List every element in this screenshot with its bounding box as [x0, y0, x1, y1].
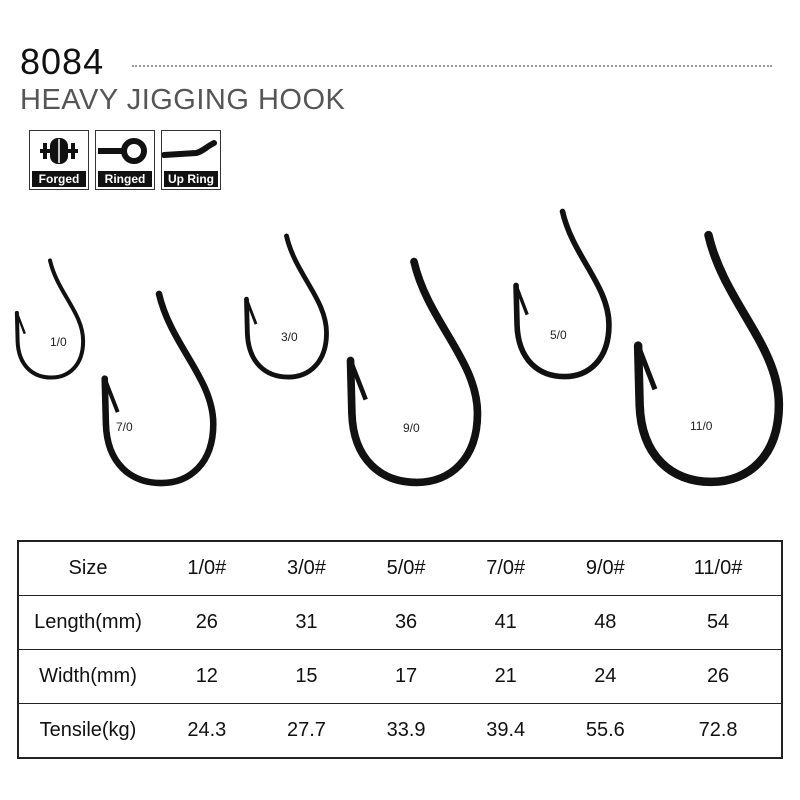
table-cell: 3/0# — [256, 540, 357, 596]
table-cell: 36 — [356, 595, 456, 650]
table-cell: 39.4 — [455, 703, 556, 758]
table-cell: 54 — [655, 595, 782, 650]
table-cell: 48 — [555, 595, 656, 650]
hook-size-label: 9/0 — [403, 421, 420, 435]
up-ring-icon — [162, 140, 217, 158]
table-cell: 24 — [555, 649, 656, 704]
table-cell: 33.9 — [356, 703, 456, 758]
hook-size-label: 1/0 — [50, 335, 67, 349]
hook-1-0: 1/0 — [14, 258, 86, 380]
product-title: HEAVY JIGGING HOOK — [20, 84, 346, 116]
badge-forged: Forged — [29, 130, 89, 190]
spec-table: Size 1/0# 3/0# 5/0# 7/0# 9/0# 11/0# Length(mm) 2… — [17, 540, 783, 759]
table-cell: 55.6 — [555, 703, 656, 758]
hook-icon — [14, 258, 86, 380]
table-cell: 24.3 — [157, 703, 257, 758]
table-cell: 26 — [157, 595, 257, 650]
hook-icon — [100, 290, 218, 487]
badge-label: Ringed — [98, 171, 152, 187]
hook-3-0: 3/0 — [243, 233, 330, 380]
table-cell: 9/0# — [555, 540, 656, 596]
table-cell: 7/0# — [455, 540, 556, 596]
table-cell: 26 — [655, 649, 782, 704]
badge-label: Forged — [32, 171, 86, 187]
badge-label: Up Ring — [164, 171, 218, 187]
hook-11-0: 11/0 — [632, 230, 785, 487]
hook-icon — [512, 208, 613, 380]
row-header: Size — [18, 540, 157, 596]
table-row: Size 1/0# 3/0# 5/0# 7/0# 9/0# 11/0# — [18, 540, 782, 596]
model-number: 8084 — [20, 41, 105, 82]
badge-ringed: Ringed — [95, 130, 155, 190]
forged-icon — [40, 138, 78, 164]
table-cell: 12 — [157, 649, 257, 704]
hook-size-label: 3/0 — [281, 330, 298, 344]
hook-size-label: 11/0 — [690, 419, 713, 433]
dotted-divider — [132, 65, 772, 67]
badge-up-ring: Up Ring — [161, 130, 221, 190]
table-cell: 17 — [356, 649, 456, 704]
table-cell: 41 — [455, 595, 556, 650]
table-cell: 1/0# — [157, 540, 257, 596]
table-row: Length(mm) 26 31 36 41 48 54 — [18, 595, 782, 650]
table-cell: 31 — [256, 595, 357, 650]
table-cell: 5/0# — [356, 540, 456, 596]
ringed-eye-icon — [98, 138, 147, 164]
hook-5-0: 5/0 — [512, 208, 613, 380]
table-cell: 11/0# — [655, 540, 782, 596]
table-cell: 72.8 — [655, 703, 782, 758]
hook-icon — [345, 257, 483, 487]
hook-7-0: 7/0 — [100, 290, 218, 487]
table-row: Width(mm) 12 15 17 21 24 26 — [18, 649, 782, 704]
table-row: Tensile(kg) 24.3 27.7 33.9 39.4 55.6 72.8 — [18, 703, 782, 758]
row-header: Tensile(kg) — [18, 703, 157, 758]
hook-size-label: 7/0 — [116, 420, 133, 434]
table-cell: 15 — [256, 649, 357, 704]
hook-icon — [632, 230, 785, 487]
table-cell: 21 — [455, 649, 556, 704]
hook-size-label: 5/0 — [550, 328, 567, 342]
table-cell: 27.7 — [256, 703, 357, 758]
row-header: Width(mm) — [18, 649, 157, 704]
row-header: Length(mm) — [18, 595, 157, 650]
hook-icon — [243, 233, 330, 380]
hook-9-0: 9/0 — [345, 257, 483, 487]
